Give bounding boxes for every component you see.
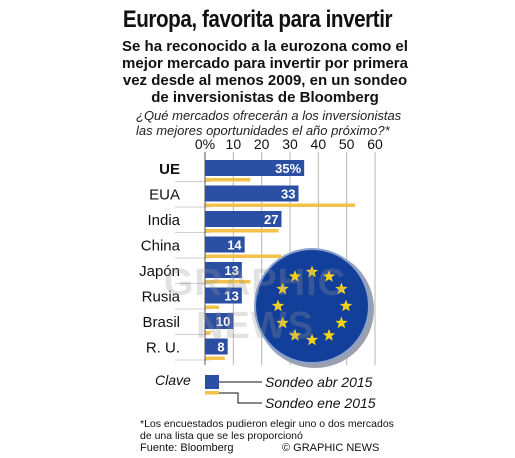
category-label: Rusia bbox=[142, 289, 181, 306]
category-label: India bbox=[147, 212, 180, 229]
chart-subtitle: Se ha reconocido a la eurozona como el m… bbox=[122, 38, 408, 106]
bar-ene-2015 bbox=[205, 305, 220, 309]
bar-ene-2015 bbox=[205, 203, 356, 207]
legend-swatch-ene bbox=[205, 391, 219, 395]
legend-leader bbox=[219, 392, 262, 404]
flag-star-icon bbox=[305, 333, 319, 346]
legend-title: Clave bbox=[155, 372, 191, 388]
bar-value-label: 10 bbox=[216, 314, 230, 329]
bar-ene-2015 bbox=[205, 178, 251, 182]
bar-abr-2015 bbox=[205, 313, 234, 329]
bar-ene-2015 bbox=[205, 229, 279, 233]
x-tick-label: 30 bbox=[282, 136, 298, 152]
legend-swatch-abr bbox=[205, 375, 219, 389]
bar-abr-2015 bbox=[205, 160, 305, 176]
bar-ene-2015 bbox=[205, 280, 251, 284]
flag-star-icon bbox=[271, 299, 285, 312]
category-label: Japón bbox=[139, 263, 180, 280]
bar-value-label: 35% bbox=[275, 161, 301, 176]
bar-ene-2015 bbox=[205, 254, 282, 258]
flag-star-icon bbox=[276, 316, 289, 329]
category-label: Brasil bbox=[142, 314, 180, 331]
flag-star-icon bbox=[322, 328, 336, 341]
category-label: China bbox=[141, 238, 181, 255]
eu-flag-icon bbox=[254, 248, 370, 364]
chart-title: Europa, favorita para invertir bbox=[122, 6, 393, 33]
bar-value-label: 33 bbox=[281, 187, 295, 202]
x-tick-label: 0% bbox=[195, 136, 215, 152]
source-note: Fuente: Bloomberg bbox=[140, 442, 234, 454]
footnote: *Los encuestados pudieron elegir uno o d… bbox=[140, 418, 394, 442]
bar-ene-2015 bbox=[205, 356, 225, 360]
bar-value-label: 8 bbox=[217, 340, 224, 355]
flag-star-icon bbox=[335, 282, 348, 295]
flag-star-icon bbox=[335, 316, 348, 329]
bar-abr-2015 bbox=[205, 236, 245, 253]
x-tick-label: 20 bbox=[254, 136, 270, 152]
bar-value-label: 13 bbox=[224, 289, 238, 304]
x-tick-label: 40 bbox=[311, 136, 327, 152]
bar-value-label: 27 bbox=[264, 212, 278, 227]
flag-star-icon bbox=[305, 265, 319, 278]
bar-value-label: 13 bbox=[224, 263, 238, 278]
survey-question: ¿Qué mercados ofrecerán a los inversioni… bbox=[136, 108, 402, 138]
bar-abr-2015 bbox=[205, 185, 299, 202]
flag-star-icon bbox=[339, 299, 353, 312]
bar-abr-2015 bbox=[205, 287, 242, 304]
x-tick-label: 50 bbox=[339, 136, 355, 152]
category-label: R. U. bbox=[146, 340, 180, 357]
category-label: EUA bbox=[149, 187, 180, 204]
flag-star-icon bbox=[288, 270, 302, 282]
bar-abr-2015 bbox=[205, 262, 242, 278]
x-tick-label: 10 bbox=[226, 136, 242, 152]
bar-abr-2015 bbox=[205, 211, 282, 227]
bar-ene-2015 bbox=[205, 331, 211, 335]
credit-note: © GRAPHIC NEWS bbox=[282, 442, 380, 454]
legend-label-ene: Sondeo ene 2015 bbox=[265, 395, 376, 411]
bar-value-label: 14 bbox=[227, 238, 242, 253]
bar-abr-2015 bbox=[205, 338, 228, 355]
legend-label-abr: Sondeo abr 2015 bbox=[265, 374, 373, 390]
category-label: UE bbox=[159, 161, 180, 178]
flag-star-icon bbox=[322, 270, 336, 282]
flag-star-icon bbox=[276, 282, 289, 295]
flag-star-icon bbox=[288, 328, 302, 341]
x-tick-label: 60 bbox=[367, 136, 383, 152]
